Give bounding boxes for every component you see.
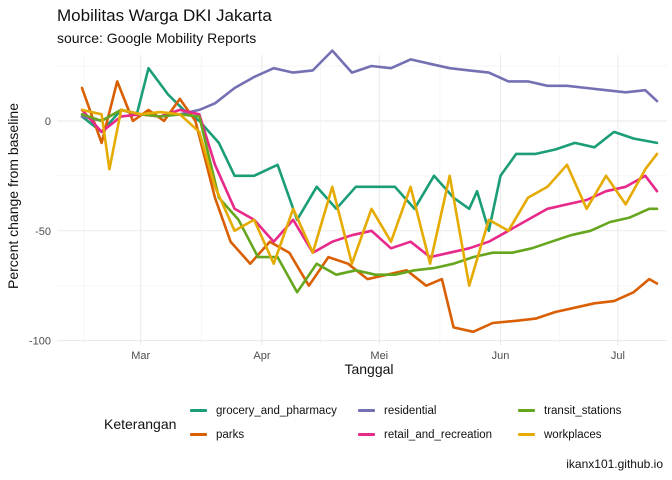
- series-line-parks: [80, 80, 659, 334]
- legend: Keterangan grocery_and_pharmacy residenti…: [104, 402, 664, 452]
- series-line-residential: [80, 49, 659, 123]
- legend-label: parks: [216, 429, 245, 441]
- x-tick-label: Mar: [131, 350, 150, 362]
- series-lines: [80, 49, 659, 334]
- legend-item-parks: parks: [190, 429, 244, 441]
- legend-item-grocery_and_pharmacy: grocery_and_pharmacy: [190, 405, 337, 417]
- series-line-workplaces: [80, 108, 659, 288]
- legend-key: [190, 433, 207, 437]
- x-tick-label: Jul: [611, 350, 625, 362]
- legend-key: [518, 433, 535, 437]
- legend-label: workplaces: [544, 429, 602, 441]
- x-tick-label: Jun: [492, 350, 510, 362]
- tick-labels: 0 -50 -100 Mar Apr Mei Jun Jul: [29, 116, 625, 362]
- y-axis-title: Percent change from baseline: [5, 103, 21, 289]
- legend-label: grocery_and_pharmacy: [216, 405, 337, 417]
- series-line-retail_and_recreation: [80, 108, 659, 259]
- legend-title: Keterangan: [104, 416, 177, 432]
- caption: ikanx101.github.io: [566, 457, 663, 471]
- y-tick-label: 0: [45, 116, 51, 128]
- legend-item-retail_and_recreation: retail_and_recreation: [358, 429, 492, 441]
- x-tick-label: Apr: [253, 350, 270, 362]
- y-tick-label: -100: [29, 336, 51, 348]
- legend-key: [358, 409, 375, 413]
- legend-item-residential: residential: [358, 405, 436, 417]
- series-line-grocery_and_pharmacy: [80, 66, 659, 233]
- x-axis-title: Tanggal: [344, 361, 393, 377]
- legend-key: [518, 409, 535, 413]
- line-chart: 0 -50 -100 Mar Apr Mei Jun Jul Tanggal Percent …: [5, 49, 667, 377]
- legend-label: residential: [384, 405, 437, 417]
- grid-lines: [57, 55, 667, 345]
- legend-label: retail_and_recreation: [384, 429, 493, 441]
- legend-item-workplaces: workplaces: [518, 429, 602, 441]
- legend-item-transit_stations: transit_stations: [518, 405, 621, 417]
- legend-key: [358, 433, 375, 437]
- legend-key: [190, 409, 207, 413]
- chart-subtitle: source: Google Mobility Reports: [57, 30, 257, 46]
- series-line-transit_stations: [80, 108, 659, 294]
- x-tick-label: Mei: [370, 350, 388, 362]
- chart-title: Mobilitas Warga DKI Jakarta: [57, 6, 272, 25]
- legend-label: transit_stations: [544, 405, 622, 417]
- y-tick-label: -50: [35, 226, 51, 238]
